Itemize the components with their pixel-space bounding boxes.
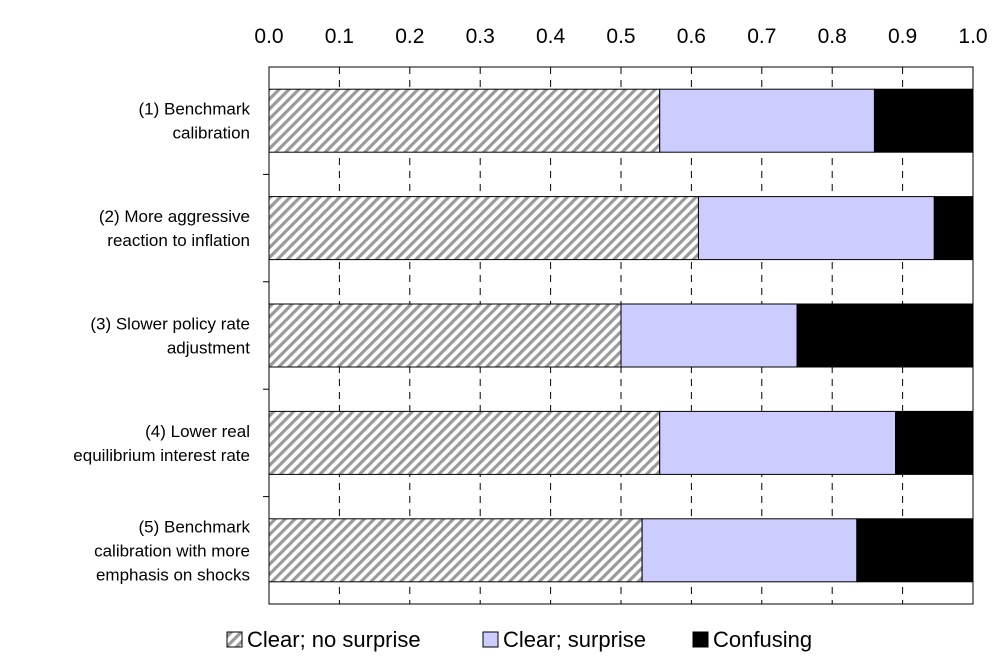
bar-confusing: [796, 303, 974, 368]
bar-confusing: [856, 518, 974, 583]
x-tick-label: 1.0: [958, 25, 987, 48]
x-tick-label: 0.6: [677, 25, 706, 48]
category-label: (2) More aggressive: [99, 207, 250, 226]
category-label: (1) Benchmark: [139, 100, 251, 119]
category-label: adjustment: [167, 339, 250, 358]
legend-swatch: [692, 631, 709, 648]
category-label: (3) Slower policy rate: [90, 315, 250, 334]
legend-swatch: [226, 631, 243, 648]
category-label: equilibrium interest rate: [73, 446, 250, 465]
category-label: calibration: [173, 124, 251, 143]
legend-label: Clear; no surprise: [247, 627, 421, 652]
x-tick-label: 0.7: [747, 25, 776, 48]
bar-clear-no-surprise: [268, 518, 643, 583]
bar-confusing: [933, 196, 974, 261]
bar-clear-surprise: [641, 518, 858, 583]
bar-confusing: [873, 88, 974, 153]
category-label: emphasis on shocks: [96, 565, 250, 584]
plot-area: 0.0 0.1 0.2 0.3 0.4 0.5 0.6 0.7 0.8 0.9 1.0 (1) Ben…: [73, 25, 988, 605]
bar-clear-no-surprise: [268, 88, 661, 153]
bar-clear-no-surprise: [268, 303, 622, 368]
x-tick-label: 0.1: [325, 25, 354, 48]
x-tick-label: 0.4: [536, 25, 566, 48]
bar-clear-no-surprise: [268, 410, 661, 475]
x-tick-label: 0.2: [395, 25, 424, 48]
x-tick-label: 0.5: [606, 25, 635, 48]
x-tick-label: 0.3: [466, 25, 495, 48]
x-tick-label: 0.0: [254, 25, 283, 48]
x-tick-label: 0.9: [888, 25, 917, 48]
x-tick-label: 0.8: [818, 25, 847, 48]
category-label: (5) Benchmark: [139, 517, 251, 536]
bar-clear-no-surprise: [268, 196, 699, 261]
bar-clear-surprise: [659, 410, 897, 475]
bar-clear-surprise: [659, 88, 875, 153]
category-label: (4) Lower real: [145, 422, 250, 441]
bar-clear-surprise: [620, 303, 798, 368]
bar-confusing: [895, 410, 974, 475]
legend-swatch: [482, 631, 499, 648]
category-label: reaction to inflation: [107, 231, 250, 250]
category-label: calibration with more: [94, 541, 250, 560]
legend-label: Confusing: [713, 627, 812, 652]
bar-clear-surprise: [697, 196, 935, 261]
legend: Clear; no surprise Clear; surprise Confusi…: [226, 627, 812, 652]
legend-label: Clear; surprise: [503, 627, 646, 652]
